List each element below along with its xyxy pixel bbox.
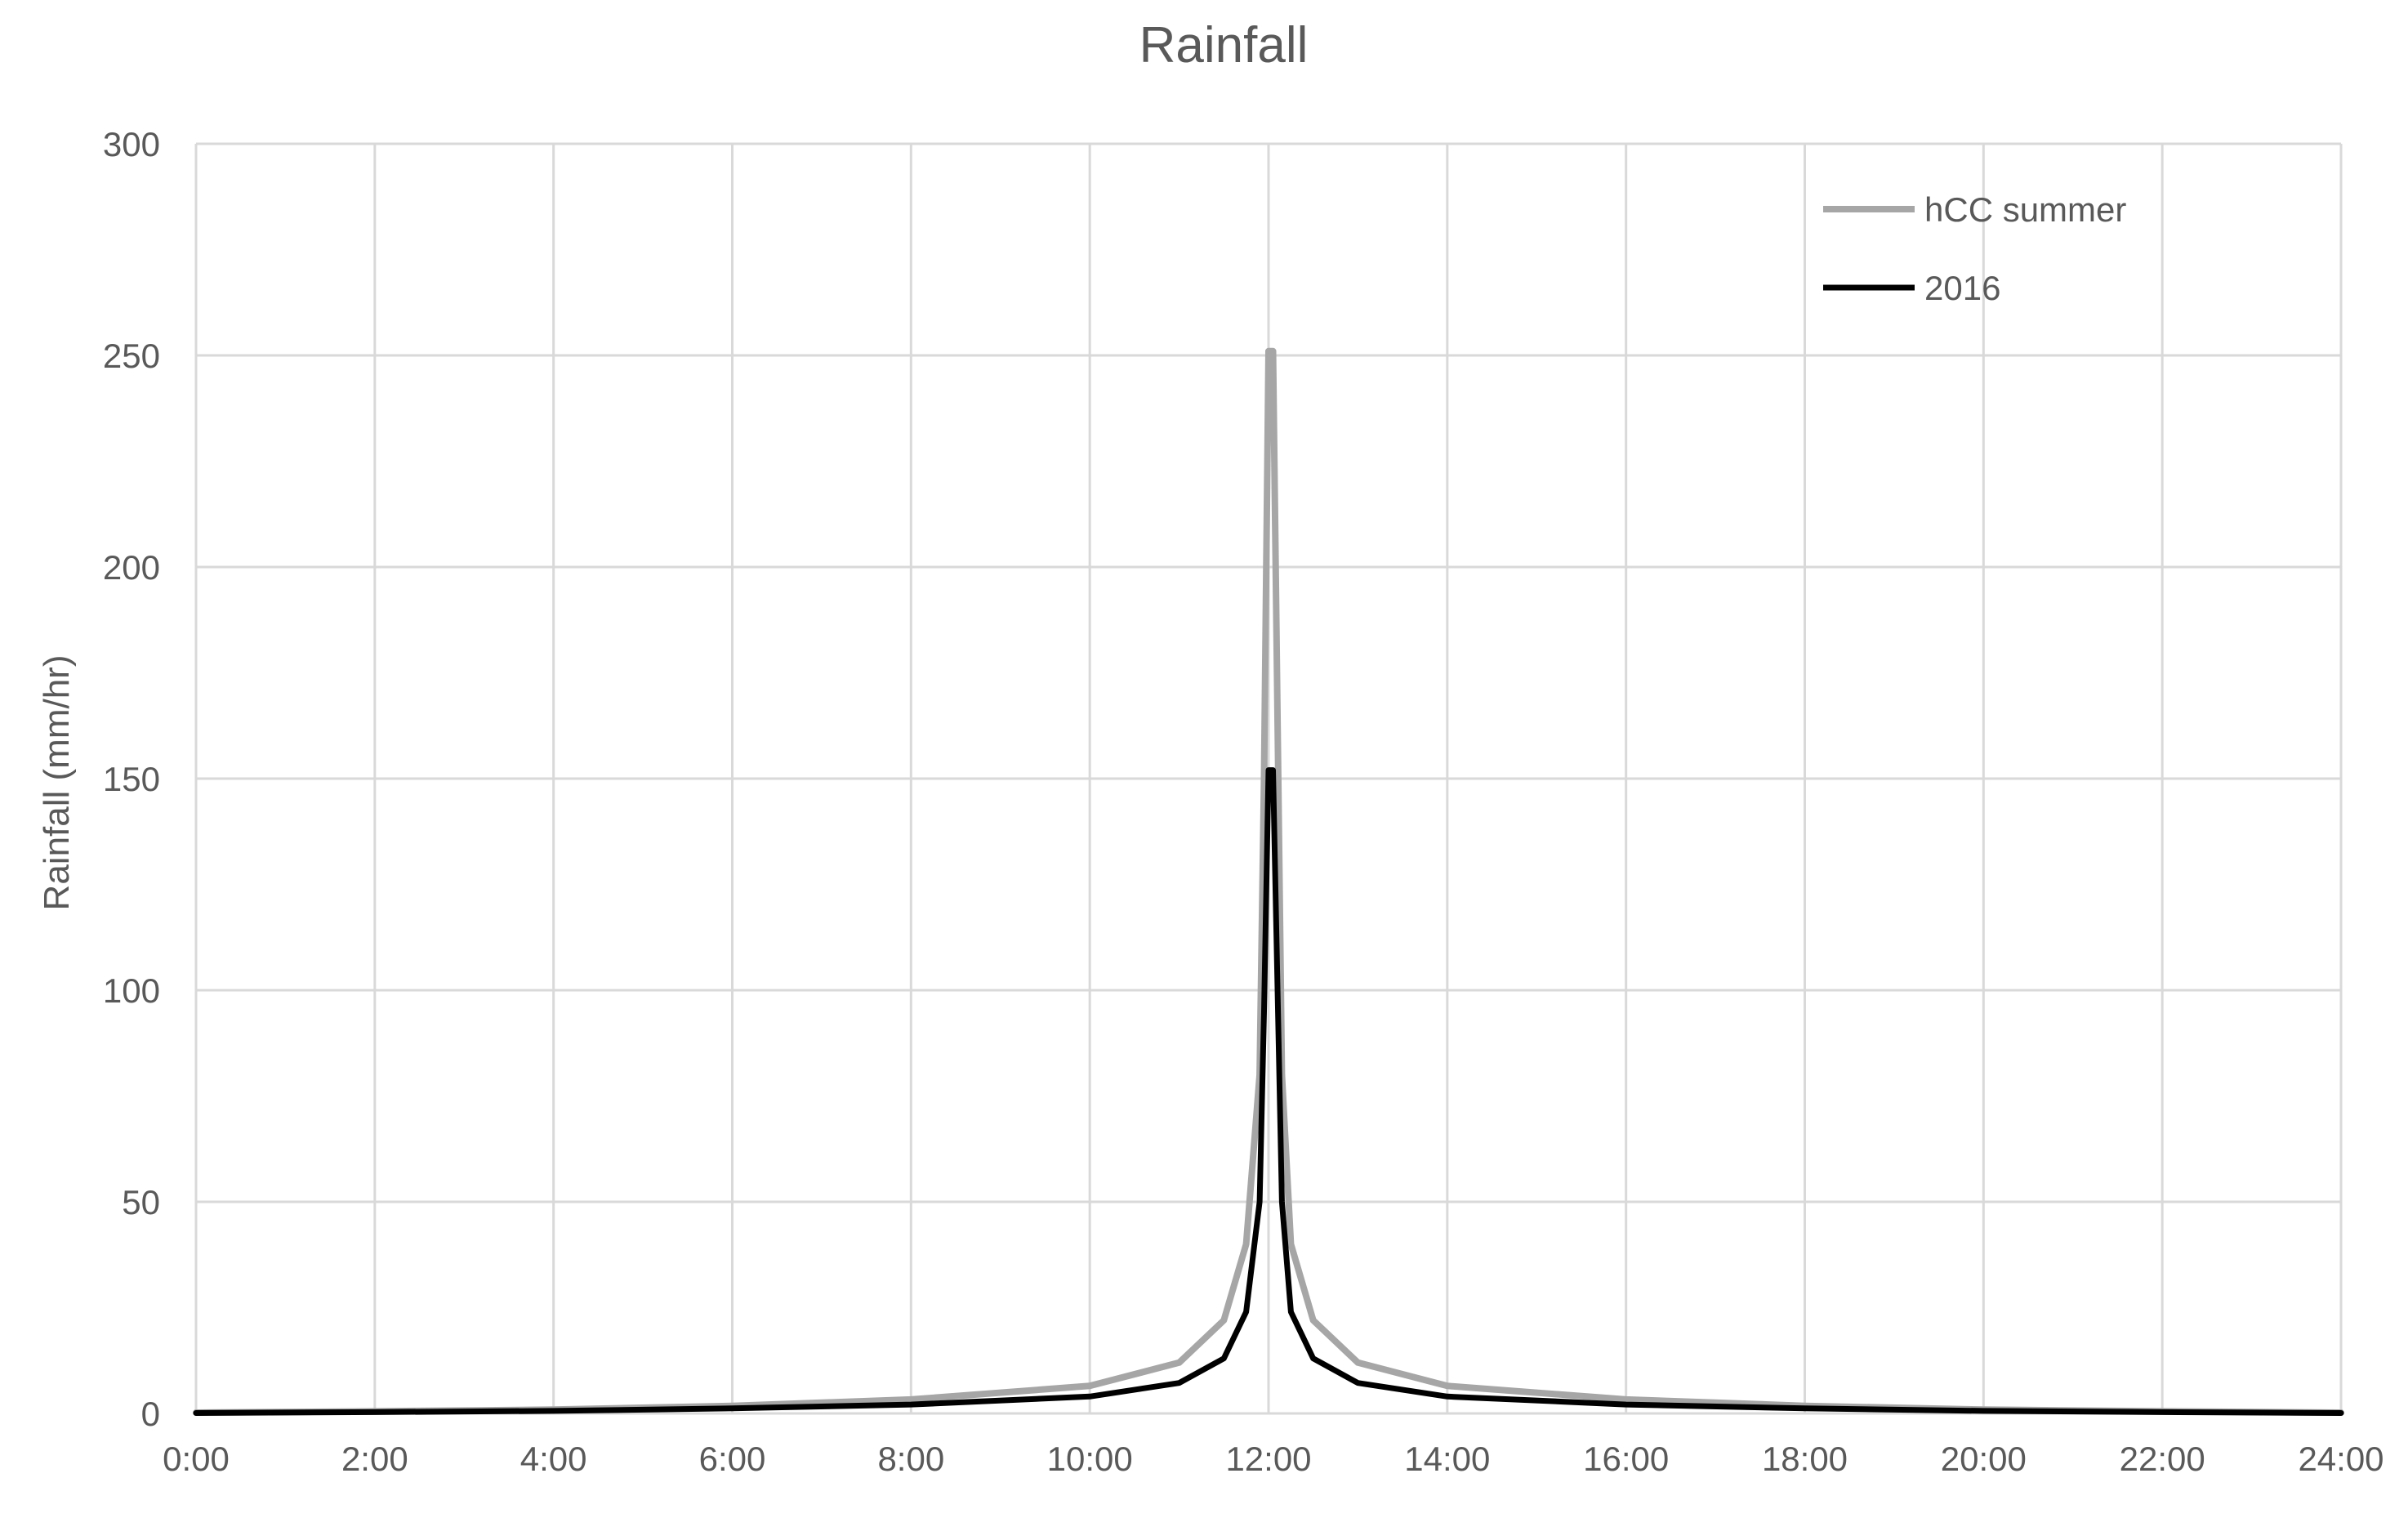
y-tick-label: 0 <box>141 1395 160 1433</box>
y-tick-label: 100 <box>103 971 160 1010</box>
x-tick-label: 0:00 <box>163 1440 230 1478</box>
y-tick-label: 150 <box>103 760 160 798</box>
x-tick-label: 12:00 <box>1225 1440 1311 1478</box>
y-tick-label: 200 <box>103 548 160 587</box>
x-tick-label: 8:00 <box>877 1440 944 1478</box>
x-tick-label: 2:00 <box>341 1440 408 1478</box>
y-tick-label: 250 <box>103 337 160 375</box>
series-lines <box>193 347 2344 1416</box>
y-axis-label: Rainfall (mm/hr) <box>37 655 77 911</box>
legend-label: hCC summer <box>1924 190 2126 229</box>
series-line-hcc-summer <box>193 347 2344 1416</box>
tick-labels: 0 50 100 150 200 250 300 0:00 2:00 4:00 6:00 8:00 10… <box>103 125 2384 1478</box>
y-tick-label: 300 <box>103 125 160 163</box>
chart-title: Rainfall <box>1139 17 1309 74</box>
x-tick-label: 24:00 <box>2298 1440 2383 1478</box>
x-tick-label: 4:00 <box>520 1440 587 1478</box>
x-tick-label: 14:00 <box>1404 1440 1490 1478</box>
x-tick-label: 22:00 <box>2120 1440 2205 1478</box>
x-tick-label: 16:00 <box>1583 1440 1669 1478</box>
y-tick-label: 50 <box>122 1183 160 1221</box>
legend-label: 2016 <box>1924 269 2000 307</box>
legend: hCC summer 2016 <box>1823 190 2126 307</box>
x-tick-label: 20:00 <box>1941 1440 2027 1478</box>
x-tick-label: 18:00 <box>1762 1440 1848 1478</box>
series-line-2016 <box>193 767 2344 1416</box>
x-tick-label: 10:00 <box>1047 1440 1133 1478</box>
x-tick-label: 6:00 <box>699 1440 766 1478</box>
